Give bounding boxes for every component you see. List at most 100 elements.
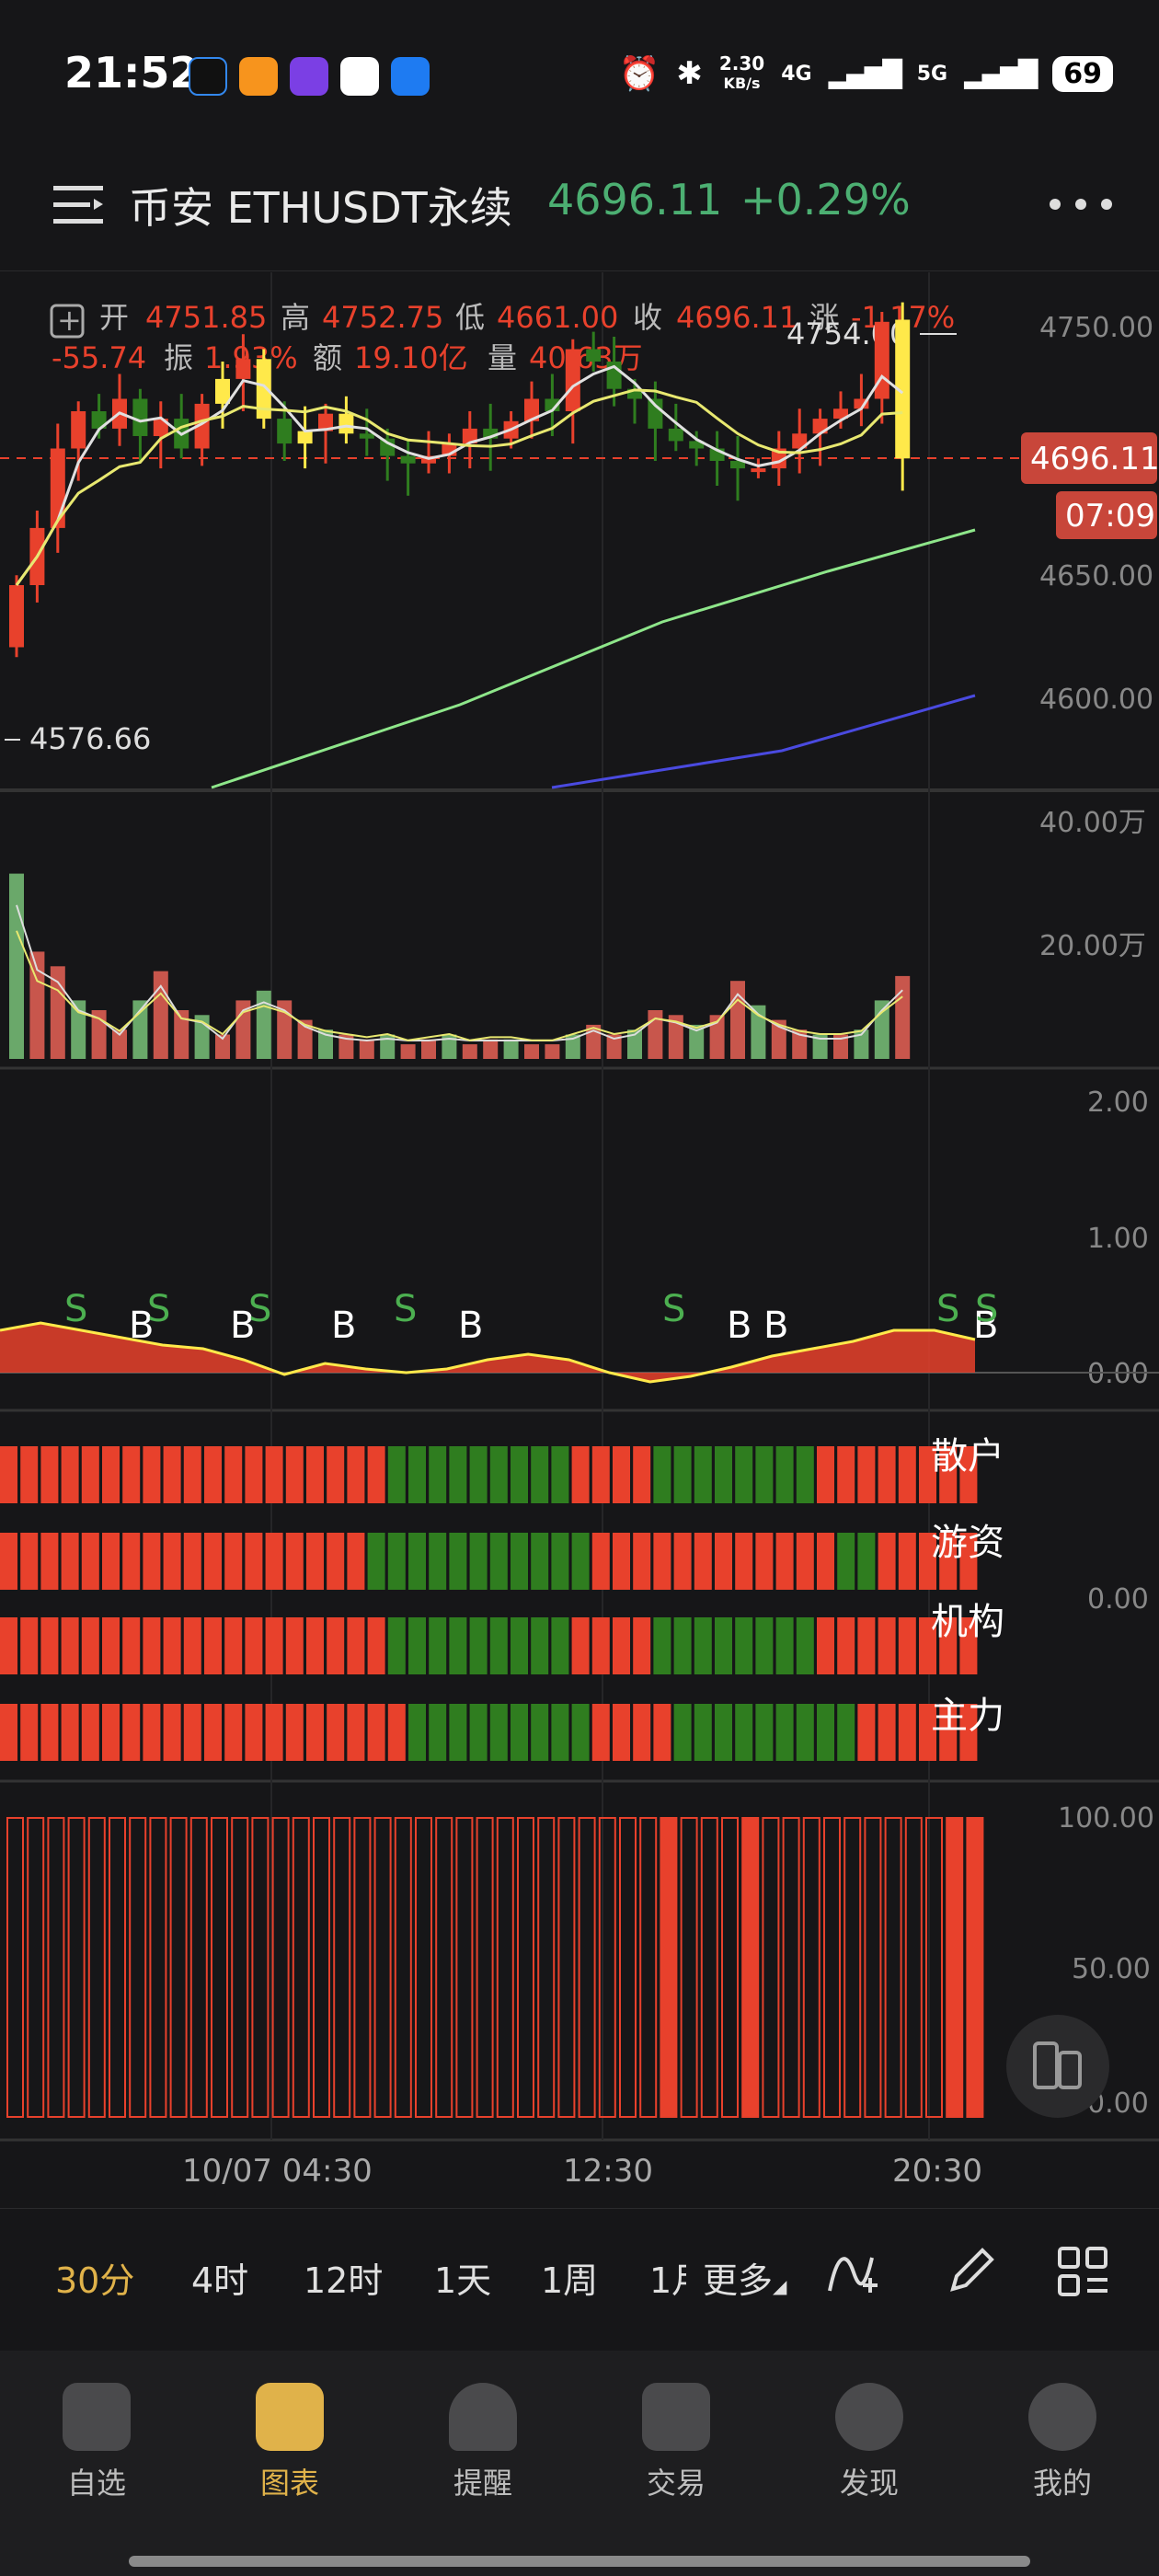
flow-cell xyxy=(81,1704,99,1761)
timeframe-30m[interactable]: 30分 xyxy=(55,2260,135,2301)
flow-cell xyxy=(449,1533,467,1590)
timeframe-12h[interactable]: 12时 xyxy=(304,2260,384,2301)
price-tick: 4600.00 xyxy=(1039,684,1153,716)
volume-bar xyxy=(339,1034,354,1059)
nav-discover[interactable]: 发现 xyxy=(805,2383,934,2502)
timeframe-4h[interactable]: 4时 xyxy=(191,2260,249,2301)
amount-value: 19.10亿 xyxy=(354,340,468,375)
nav-trade[interactable]: 交易 xyxy=(612,2383,740,2502)
buy-signal: B xyxy=(727,1305,752,1347)
home-indicator[interactable] xyxy=(129,2556,1030,2567)
signal-bars-icon: ▂▄▆█ xyxy=(964,58,1038,89)
candle-body xyxy=(400,455,416,464)
candle-body xyxy=(483,428,499,439)
timeframe-1mo[interactable]: 1月 xyxy=(649,2260,686,2301)
more-options-icon[interactable] xyxy=(1049,198,1113,211)
header-price: 4696.11 xyxy=(547,175,723,224)
flow-cell xyxy=(633,1533,651,1590)
nav-chart[interactable]: 图表 xyxy=(225,2383,354,2502)
flow-cell xyxy=(122,1617,141,1674)
volume-tick: 40.00万 xyxy=(1039,807,1146,839)
net-unit: KB/s xyxy=(723,75,761,92)
bottom-indicator-layer xyxy=(6,1817,984,2118)
candle-body xyxy=(854,398,869,409)
candle-body xyxy=(689,441,705,449)
bottom-bar xyxy=(762,1817,780,2118)
tiktok-app-icon xyxy=(189,57,227,96)
signal-bars-icon: ▂▄▆█ xyxy=(828,58,902,89)
video-app-icon xyxy=(239,57,278,96)
volume-bar xyxy=(689,1024,705,1059)
flow-cell xyxy=(347,1704,365,1761)
draw-indicator-icon[interactable] xyxy=(826,2245,879,2298)
menu-icon[interactable] xyxy=(53,184,103,226)
flow-cell xyxy=(285,1446,304,1503)
nav-alerts[interactable]: 提醒 xyxy=(419,2383,547,2502)
flow-cell xyxy=(163,1704,181,1761)
flow-cell xyxy=(367,1704,385,1761)
current-price-tag xyxy=(1021,432,1157,484)
flow-cell xyxy=(837,1446,855,1503)
flow-cell xyxy=(163,1533,181,1590)
nav-profile[interactable]: 我的 xyxy=(998,2383,1127,2502)
flow-cell xyxy=(633,1617,651,1674)
flow-cell xyxy=(919,1617,936,1674)
flow-cell xyxy=(694,1446,712,1503)
volume-bar xyxy=(71,1000,86,1059)
bottom-bar xyxy=(496,1817,514,2118)
volume-bar xyxy=(318,1029,333,1059)
pencil-icon[interactable] xyxy=(944,2245,997,2298)
volume-tick: 20.00万 xyxy=(1039,930,1146,962)
volume-ma-yellow xyxy=(16,930,903,1041)
flow-cell xyxy=(489,1533,508,1590)
flow-cell xyxy=(857,1704,876,1761)
flow-cell xyxy=(469,1446,488,1503)
bottom-bar xyxy=(476,1817,494,2118)
bottom-bar xyxy=(721,1817,739,2118)
flow-cell xyxy=(715,1617,732,1674)
nav-label: 自选 xyxy=(66,2466,126,2501)
flow-cell xyxy=(796,1446,814,1503)
flow-cell xyxy=(694,1704,712,1761)
bottom-bar xyxy=(333,1817,351,2118)
flow-cell xyxy=(163,1446,181,1503)
open-value: 4751.85 xyxy=(145,300,267,335)
volume-bar xyxy=(812,1034,828,1059)
symbol-title[interactable]: 币安 ETHUSDT永续 xyxy=(129,183,512,233)
volume-bar xyxy=(9,873,24,1059)
flow-cell xyxy=(429,1704,447,1761)
timeframe-more[interactable]: 更多◢ xyxy=(703,2252,786,2303)
flow-cell xyxy=(224,1704,243,1761)
flow-cell xyxy=(735,1617,753,1674)
nav-watchlist[interactable]: 自选 xyxy=(32,2383,161,2502)
flow-cell xyxy=(837,1617,855,1674)
flow-cell xyxy=(20,1533,39,1590)
flow-cell xyxy=(959,1617,978,1674)
grid-menu-icon[interactable] xyxy=(1056,2245,1111,2300)
bottom-bar xyxy=(292,1817,310,2118)
timeframe-1d[interactable]: 1天 xyxy=(434,2260,492,2301)
bottom-bar xyxy=(27,1817,45,2118)
open-label: 开 xyxy=(99,300,129,335)
volume-bar xyxy=(565,1034,580,1059)
expand-icon[interactable] xyxy=(50,304,85,339)
timeframe-1w[interactable]: 1周 xyxy=(541,2260,599,2301)
flow-cell xyxy=(857,1617,876,1674)
flow-cell xyxy=(511,1533,528,1590)
flow-cell xyxy=(571,1704,590,1761)
flow-cell xyxy=(591,1704,610,1761)
candle-body xyxy=(215,378,230,404)
flow-cell xyxy=(40,1617,59,1674)
flow-cell xyxy=(327,1617,345,1674)
volume-bar xyxy=(29,951,45,1059)
timeframe-bar xyxy=(0,2208,1159,2346)
flow-cell xyxy=(531,1704,549,1761)
flow-cell xyxy=(673,1533,692,1590)
bottom-bar xyxy=(394,1817,412,2118)
kline-chart[interactable]: + 开 4751.85 高 4752.75 低 4661.00 收 4696.1… xyxy=(0,272,1159,2149)
low-marker: 4576.66 xyxy=(29,721,151,756)
flow-cell xyxy=(878,1533,896,1590)
nav-label: 交易 xyxy=(646,2466,706,2501)
volume-bar xyxy=(730,981,745,1059)
volume-bar xyxy=(709,1015,725,1059)
